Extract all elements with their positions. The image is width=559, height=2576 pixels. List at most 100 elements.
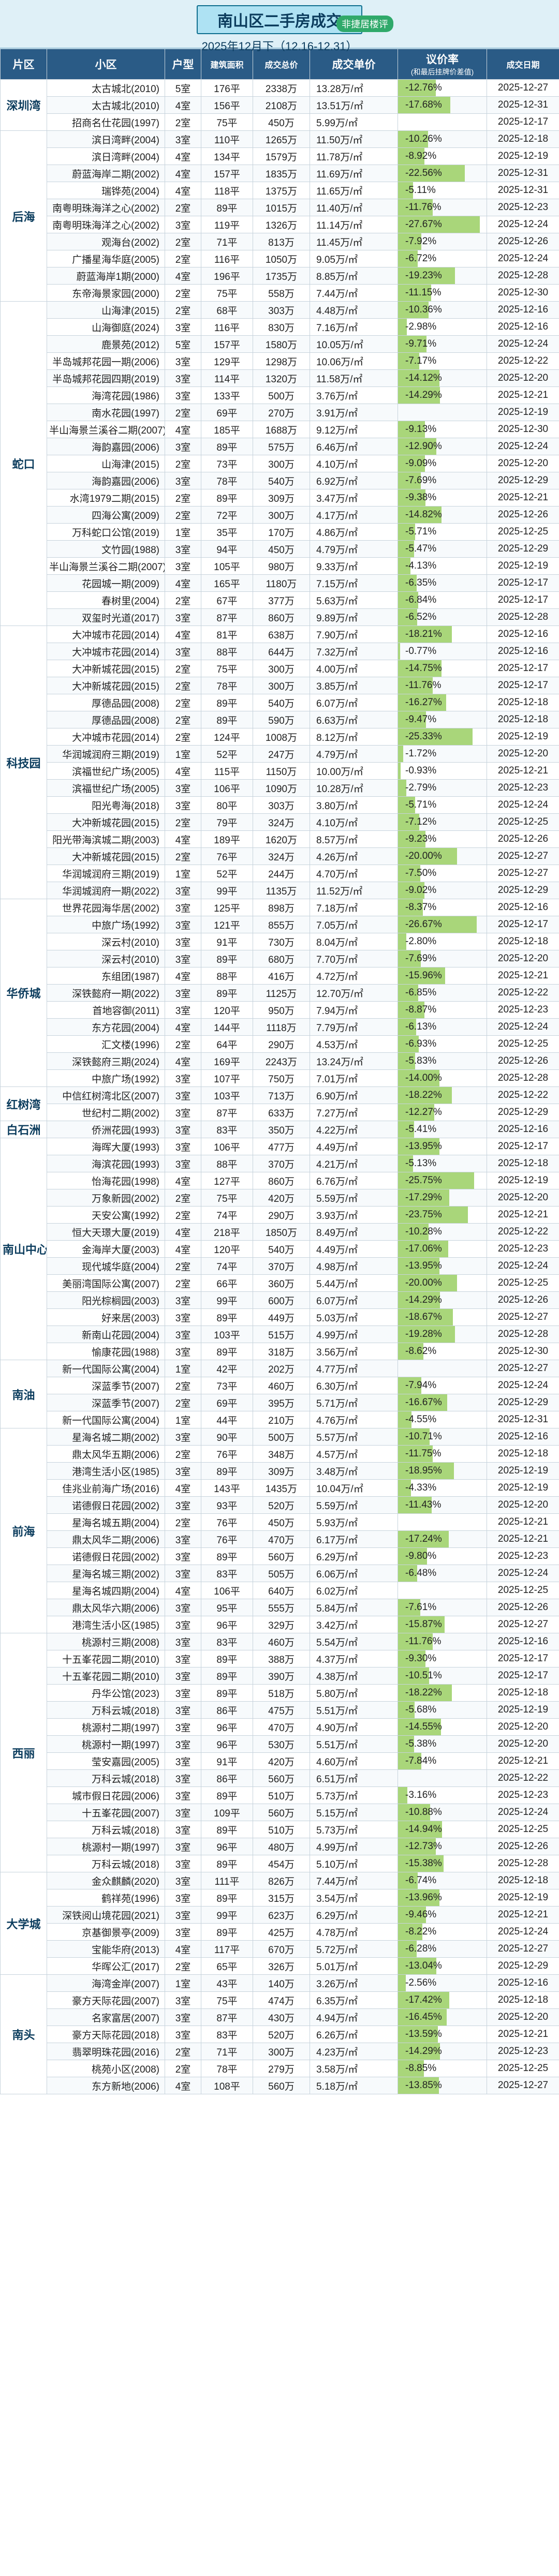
- unit-price-cell: 4.49万/㎡: [310, 1138, 398, 1155]
- discount-cell: -7.17%: [398, 352, 487, 370]
- discount-value: -14.82%: [405, 509, 442, 520]
- date-cell: 2025-12-23: [487, 199, 559, 216]
- community-cell: 海湾金岸(2007): [47, 1974, 165, 1992]
- layout-cell: 3室: [165, 472, 201, 489]
- total-cell: 370万: [253, 1257, 310, 1275]
- community-cell: 滨福世纪广场(2005): [47, 762, 165, 780]
- unit-price-cell: 4.57万/㎡: [310, 1445, 398, 1463]
- area-cell: 89平: [201, 1667, 253, 1685]
- area-cell: 111平: [201, 1872, 253, 1889]
- date-cell: 2025-12-21: [487, 1530, 559, 1548]
- date-cell: 2025-12-16: [487, 1974, 559, 1992]
- community-cell: 滨日湾畔(2004): [47, 130, 165, 148]
- discount-value: -12.27%: [405, 1107, 442, 1118]
- total-cell: 480万: [253, 1838, 310, 1855]
- table-row: 前海 星海名城二期(2002) 3室 90平 500万 5.57万/㎡ -10.71% 202…: [0, 1428, 559, 1633]
- community-cell: 山海御庭(2024): [47, 318, 165, 336]
- table-row: 山海津(2015) 2室 73平 300万 4.10万/㎡ -9.09% 2025-12-2…: [1, 455, 559, 472]
- community-cell: 观海台(2002): [47, 233, 165, 250]
- area-cell: 115平: [201, 762, 253, 780]
- unit-price-cell: 5.80万/㎡: [310, 1684, 398, 1702]
- discount-value: -5.41%: [405, 1124, 437, 1135]
- discount-bar: [398, 1992, 450, 2008]
- total-cell: 1125万: [253, 984, 310, 1002]
- layout-cell: 1室: [165, 865, 201, 882]
- area-cell: 76平: [201, 1445, 253, 1463]
- total-cell: 420万: [253, 1189, 310, 1207]
- community-cell: 大冲新城花园(2015): [47, 813, 165, 831]
- unit-price-cell: 4.78万/㎡: [310, 1923, 398, 1941]
- date-cell: 2025-12-29: [487, 472, 559, 489]
- area-cell: 74平: [201, 1206, 253, 1224]
- layout-cell: 3室: [165, 1616, 201, 1633]
- table-row: 半岛城邦花园四期(2019) 3室 114平 1320万 11.58万/㎡ -14.12%…: [1, 369, 559, 387]
- unit-price-cell: 11.65万/㎡: [310, 182, 398, 199]
- table-body: 深圳湾 太古城北(2010) 5室 176平 2338万 13.28万/㎡ -12.76% 2…: [0, 79, 559, 2094]
- discount-bar: [398, 1002, 424, 1018]
- community-cell: 深蓝季节(2007): [47, 1394, 165, 1411]
- layout-cell: 3室: [165, 1496, 201, 1514]
- layout-cell: 2室: [165, 489, 201, 507]
- discount-value: -11.75%: [405, 1448, 442, 1459]
- community-cell: 鼎太风华六期(2006): [47, 1599, 165, 1616]
- discount-cell: -7.50%: [398, 865, 487, 882]
- date-cell: 2025-12-24: [487, 1377, 559, 1394]
- total-cell: 540万: [253, 694, 310, 711]
- unit-price-cell: 4.72万/㎡: [310, 967, 398, 985]
- discount-bar: [398, 2060, 424, 2077]
- unit-price-cell: 4.49万/㎡: [310, 1240, 398, 1258]
- area-cell: 87平: [201, 2008, 253, 2026]
- discount-bar: [398, 1292, 440, 1308]
- area-cell: 110平: [201, 130, 253, 148]
- discount-cell: -17.24%: [398, 1530, 487, 1548]
- community-cell: 桃源村一期(1997): [47, 1735, 165, 1753]
- total-cell: 1050万: [253, 250, 310, 267]
- date-cell: 2025-12-25: [487, 1582, 559, 1599]
- unit-price-cell: 7.18万/㎡: [310, 899, 398, 916]
- area-cell: 65平: [201, 1957, 253, 1975]
- total-cell: 1150万: [253, 762, 310, 780]
- discount-bar: [398, 677, 433, 694]
- discount-cell: -12.73%: [398, 1838, 487, 1855]
- date-cell: 2025-12-28: [487, 608, 559, 626]
- community-cell: 佳兆业前海广场(2016): [47, 1479, 165, 1497]
- discount-bar: [398, 899, 423, 916]
- unit-price-cell: 5.73万/㎡: [310, 1786, 398, 1804]
- date-cell: 2025-12-28: [487, 1855, 559, 1872]
- discount-cell: -10.36%: [398, 301, 487, 319]
- discount-value: -10.88%: [405, 1807, 442, 1818]
- discount-value: -8.62%: [405, 1346, 437, 1357]
- discount-bar: [398, 1599, 421, 1616]
- community-cell: 星海名城二期(2002): [47, 1428, 165, 1446]
- discount-value: -9.71%: [405, 338, 437, 349]
- community-cell: 深云村(2010): [47, 933, 165, 950]
- community-cell: 中旅广场(1992): [47, 1069, 165, 1087]
- date-cell: 2025-12-18: [487, 130, 559, 148]
- table-row: 汇文楼(1996) 2室 64平 290万 4.53万/㎡ -6.93% 2025-12-2…: [1, 1035, 559, 1053]
- area-cell: 106平: [201, 1582, 253, 1599]
- discount-value: -25.75%: [405, 1175, 442, 1186]
- discount-bar: [398, 507, 442, 523]
- total-cell: 474万: [253, 1991, 310, 2009]
- total-cell: 813万: [253, 233, 310, 250]
- total-cell: 329万: [253, 1616, 310, 1633]
- discount-value: -20.00%: [405, 851, 442, 861]
- discount-cell: -20.00%: [398, 1274, 487, 1292]
- discount-cell: -7.12%: [398, 813, 487, 831]
- unit-price-cell: 12.70万/㎡: [310, 984, 398, 1002]
- area-cell: 79平: [201, 813, 253, 831]
- total-cell: 860万: [253, 1172, 310, 1189]
- discount-bar: [398, 780, 406, 796]
- discount-bar: [398, 1889, 439, 1906]
- discount-cell: -7.84%: [398, 1752, 487, 1770]
- table-row: 大冲新城花园(2015) 2室 79平 324万 4.10万/㎡ -7.12% 2025-1…: [1, 813, 559, 831]
- discount-cell: -18.95%: [398, 1462, 487, 1480]
- unit-price-cell: 7.05万/㎡: [310, 916, 398, 933]
- unit-price-cell: 11.58万/㎡: [310, 369, 398, 387]
- total-cell: 450万: [253, 113, 310, 131]
- discount-cell: -11.76%: [398, 1633, 487, 1650]
- table-row: 深铁阅山境花园(2021) 3室 99平 623万 6.29万/㎡ -9.46% 2025-…: [1, 1906, 559, 1924]
- discount-cell: -5.41%: [398, 1121, 487, 1138]
- date-cell: 2025-12-29: [487, 1104, 559, 1121]
- discount-cell: -5.47%: [398, 540, 487, 558]
